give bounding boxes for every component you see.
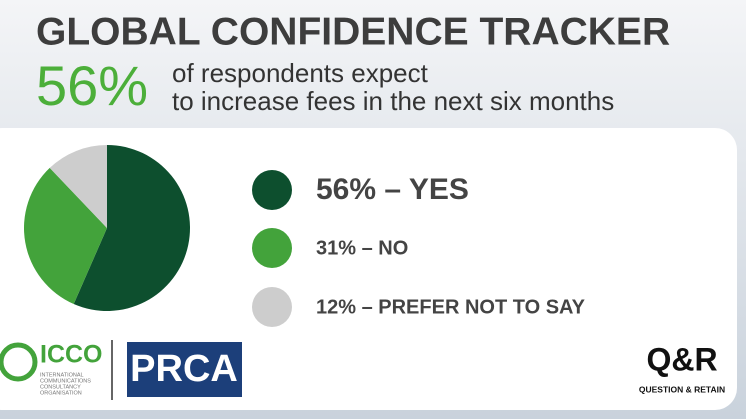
subtitle: to increase fees in the next six months <box>172 86 614 116</box>
pie-slice <box>49 145 107 228</box>
legend-swatch <box>252 228 292 268</box>
icco-logo: ICCO <box>40 341 103 369</box>
legend-swatch <box>252 170 292 210</box>
title: GLOBAL CONFIDENCE TRACKER <box>36 10 670 53</box>
icco-line: CONSULTANCY <box>40 384 81 390</box>
prca-logo: PRCA <box>130 348 238 390</box>
pie-slice <box>23 167 107 305</box>
subtitle: of respondents expect <box>172 58 429 88</box>
legend-swatch <box>252 287 292 327</box>
legend-label: 12% – PREFER NOT TO SAY <box>316 296 586 318</box>
pie <box>23 145 191 311</box>
legend-label: 56% – YES <box>316 173 469 206</box>
icco-line: ORGANISATION <box>40 390 82 396</box>
highlight: 56% <box>36 54 148 117</box>
pie-slice <box>73 145 191 311</box>
icco-line: INTERNATIONAL <box>40 372 84 378</box>
legend-label: 31% – NO <box>316 237 408 259</box>
legend: 56% – YES 31% – NO 12% – PREFER NOT TO SAY <box>252 170 586 327</box>
icco-line: COMMUNICATIONS <box>40 378 91 384</box>
qr-logo: Q&R <box>646 341 717 377</box>
icco-icon <box>0 342 38 382</box>
qr-tagline: QUESTION & RETAIN <box>639 384 725 394</box>
prca-box <box>127 342 242 397</box>
